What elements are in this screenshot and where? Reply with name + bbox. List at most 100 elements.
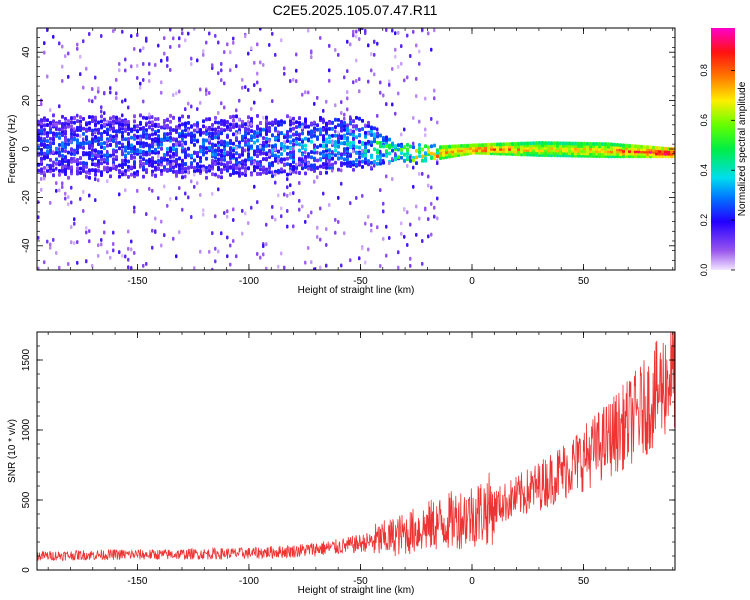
spectrogram-cell bbox=[37, 119, 40, 124]
spectrogram-cell bbox=[175, 169, 178, 174]
spectrogram-cell bbox=[418, 143, 421, 147]
spectrogram-noise-cell bbox=[400, 231, 403, 236]
spectrogram-cell bbox=[127, 151, 130, 156]
spectrogram-cell bbox=[298, 157, 301, 162]
spectrogram-cell bbox=[85, 161, 88, 166]
spectrogram-noise-cell bbox=[250, 46, 253, 51]
spectrogram-cell bbox=[184, 166, 187, 171]
spectrogram-noise-cell bbox=[43, 176, 46, 181]
spectrogram-cell bbox=[226, 160, 229, 165]
spectrogram-cell bbox=[196, 164, 199, 169]
spectrogram-cell bbox=[133, 124, 136, 129]
spectrogram-noise-cell bbox=[406, 210, 409, 215]
spectrogram-cell bbox=[169, 168, 172, 173]
spectrogram-cell bbox=[418, 150, 421, 155]
spectrogram-cell bbox=[121, 142, 124, 147]
spectrogram-cell bbox=[244, 169, 247, 174]
spectrogram-cell bbox=[247, 115, 250, 120]
spectrogram-noise-cell bbox=[142, 263, 145, 268]
spectrogram-cell bbox=[166, 136, 169, 141]
spectrogram-noise-cell bbox=[343, 75, 346, 80]
spectrogram-cell bbox=[427, 149, 430, 154]
spectrogram-cell bbox=[214, 127, 217, 132]
spectrogram-cell bbox=[421, 147, 424, 152]
spectrogram-noise-cell bbox=[388, 235, 391, 240]
spectrogram-noise-cell bbox=[304, 150, 307, 155]
spectrogram-noise-cell bbox=[409, 54, 412, 59]
spectrogram-cell bbox=[358, 139, 361, 144]
spectrogram-noise-cell bbox=[133, 250, 136, 255]
spectrogram-noise-cell bbox=[340, 263, 343, 268]
spectrogram-noise-cell bbox=[310, 260, 313, 265]
spectrogram-noise-cell bbox=[319, 170, 322, 175]
spectrogram-noise-cell bbox=[388, 161, 391, 166]
spectrogram-noise-cell bbox=[358, 77, 361, 82]
spectrogram-cell bbox=[283, 144, 286, 149]
spectrogram-cell bbox=[271, 174, 274, 179]
spectrogram-noise-cell bbox=[253, 100, 256, 105]
spectrogram-noise-cell bbox=[358, 256, 361, 261]
spectrogram-cell bbox=[193, 122, 196, 127]
spectrogram-cell bbox=[61, 154, 64, 158]
spectrogram-cell bbox=[289, 122, 292, 127]
spectrogram-cell bbox=[286, 151, 289, 156]
spectrogram-noise-cell bbox=[190, 104, 193, 109]
spectrogram-noise-cell bbox=[271, 31, 274, 36]
spectrogram-cell bbox=[70, 156, 73, 161]
spectrogram-cell bbox=[421, 158, 424, 163]
spectrogram-cell bbox=[187, 146, 190, 151]
spectrogram-cell bbox=[85, 151, 88, 156]
spectrogram-cell bbox=[154, 147, 157, 152]
spectrogram-cell bbox=[139, 141, 142, 146]
spectrogram-cell bbox=[88, 144, 91, 149]
spectrogram-noise-cell bbox=[208, 249, 211, 254]
spectrogram-cell bbox=[46, 118, 49, 123]
spectrogram-cell bbox=[262, 136, 265, 141]
spectrogram-noise-cell bbox=[187, 170, 190, 175]
spectrogram-cell bbox=[235, 122, 238, 127]
spectrogram-noise-cell bbox=[316, 175, 319, 180]
spectrogram-noise-cell bbox=[229, 262, 232, 267]
spectrogram-cell bbox=[238, 144, 241, 149]
spectrogram-cell bbox=[310, 167, 313, 172]
spectrogram-cell bbox=[304, 171, 307, 176]
spectrogram-noise-cell bbox=[265, 242, 268, 247]
spectrogram-noise-cell bbox=[73, 156, 76, 161]
spectrogram-noise-cell bbox=[184, 107, 187, 112]
spectrogram-noise-cell bbox=[70, 225, 73, 230]
spectrogram-cell bbox=[169, 159, 172, 164]
spectrogram-noise-cell bbox=[409, 263, 412, 268]
spectrogram-cell bbox=[49, 120, 52, 125]
spectrogram-cell bbox=[118, 122, 121, 127]
spectrogram-cell bbox=[64, 144, 67, 149]
spectrogram-cell bbox=[109, 174, 112, 179]
spectrogram-noise-cell bbox=[91, 263, 94, 268]
spectrogram-cell bbox=[259, 127, 262, 132]
spectrogram-noise-cell bbox=[58, 41, 61, 46]
spectrogram-noise-cell bbox=[313, 144, 316, 149]
spectrogram-noise-cell bbox=[310, 50, 313, 55]
spectrogram-noise-cell bbox=[160, 80, 163, 85]
spectrogram-noise-cell bbox=[223, 210, 226, 215]
spectrogram-noise-cell bbox=[412, 165, 415, 170]
spectrogram-noise-cell bbox=[241, 208, 244, 213]
spectrogram-cell bbox=[298, 137, 301, 142]
spectrogram-cell bbox=[82, 150, 85, 155]
spectrogram-cell bbox=[235, 114, 238, 119]
spectrogram-noise-cell bbox=[163, 36, 166, 41]
spectrogram-noise-cell bbox=[370, 228, 373, 233]
spectrogram-noise-cell bbox=[232, 207, 235, 212]
spectrogram-cell bbox=[370, 153, 373, 158]
spectrogram-cell bbox=[49, 148, 52, 153]
spectrogram-cell bbox=[208, 125, 211, 130]
spectrogram-noise-cell bbox=[391, 28, 394, 33]
spectrogram-cell bbox=[406, 147, 409, 152]
spectrogram-noise-cell bbox=[148, 78, 151, 83]
spectrogram-cell bbox=[547, 141, 550, 146]
spectrogram-noise-cell bbox=[202, 212, 205, 217]
spectrogram-noise-cell bbox=[106, 250, 109, 255]
spectrogram-noise-cell bbox=[79, 72, 82, 77]
spectrogram-cell bbox=[73, 120, 76, 125]
spectrogram-cell bbox=[58, 136, 61, 140]
spectrogram-noise-cell bbox=[94, 177, 97, 182]
